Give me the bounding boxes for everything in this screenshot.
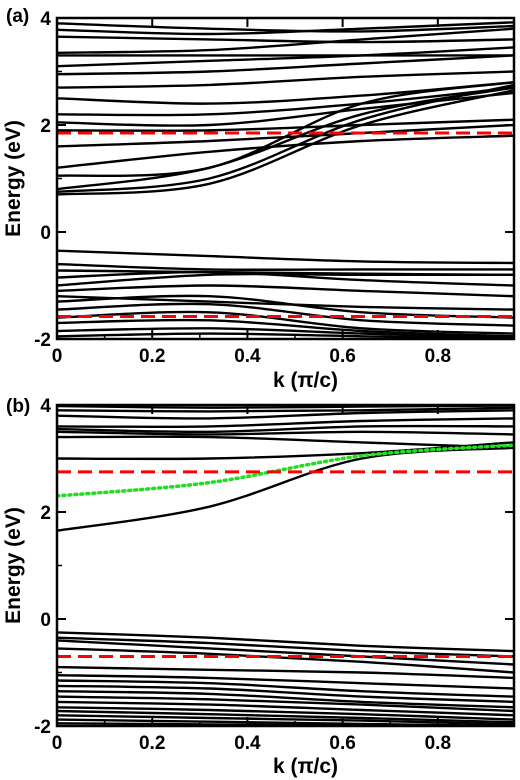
band-line-24 <box>57 284 514 298</box>
band-line-20 <box>57 262 514 271</box>
x-tick-label: 0.4 <box>234 733 261 754</box>
highlight-band-line <box>57 443 514 498</box>
band-line-3 <box>57 35 514 44</box>
panel-label: (b) <box>6 396 30 417</box>
x-tick-label: 0.6 <box>329 346 355 367</box>
x-tick-label: 0 <box>52 733 63 754</box>
y-tick-label: -2 <box>34 717 51 738</box>
x-tick-label: 0.8 <box>425 733 451 754</box>
band-line-23 <box>57 272 514 287</box>
band-line-7 <box>57 54 514 76</box>
plot-area <box>57 21 514 339</box>
band-line-21 <box>57 706 514 721</box>
band-line-17 <box>57 86 514 191</box>
band-line-18 <box>57 690 514 709</box>
band-line-10 <box>57 631 514 653</box>
band-line-13 <box>57 647 514 674</box>
y-tick-label: -2 <box>34 330 51 351</box>
plot-area <box>57 405 514 726</box>
band-line-1 <box>57 22 514 33</box>
y-tick-label: 2 <box>40 503 51 524</box>
band-line-19 <box>57 695 514 713</box>
band-line-9 <box>57 446 514 532</box>
band-line-8 <box>57 70 514 89</box>
band-line-4 <box>57 27 514 54</box>
band-line-19 <box>57 249 514 265</box>
band-line-17 <box>57 684 514 704</box>
x-tick-label: 0.2 <box>139 733 165 754</box>
band-line-12 <box>57 118 514 132</box>
plot-frame <box>55 16 516 341</box>
band-line-11 <box>57 636 514 658</box>
plot-frame <box>55 403 516 728</box>
band-line-16 <box>57 679 514 698</box>
band-line-14 <box>57 134 514 169</box>
band-line-20 <box>57 700 514 717</box>
band-line-5 <box>57 424 514 434</box>
band-line-22 <box>57 709 514 724</box>
x-axis-label: k (π/c) <box>273 369 338 392</box>
band-line-23 <box>57 714 514 726</box>
band-line-11 <box>57 91 514 127</box>
band-line-2 <box>57 21 514 36</box>
y-tick-label: 2 <box>40 116 51 137</box>
x-tick-label: 0.4 <box>234 346 261 367</box>
band-line-28 <box>57 310 514 335</box>
band-line-3 <box>57 409 514 420</box>
band-line-15 <box>57 674 514 690</box>
x-axis-label: k (π/c) <box>273 755 338 778</box>
x-tick-label: 0.6 <box>329 733 355 754</box>
band-line-6 <box>57 46 514 68</box>
x-tick-label: 0.8 <box>425 346 451 367</box>
y-tick-label: 0 <box>40 223 51 244</box>
band-line-2 <box>57 406 514 413</box>
x-tick-label: 0.2 <box>139 346 165 367</box>
band-line-18 <box>57 89 514 196</box>
y-axis-label: Energy (eV) <box>2 120 25 237</box>
panel-label: (a) <box>6 6 29 27</box>
band-line-27 <box>57 302 514 327</box>
band-line-15 <box>57 81 514 178</box>
band-line-30 <box>57 327 514 339</box>
band-line-14 <box>57 665 514 680</box>
y-axis-label: Energy (eV) <box>2 507 25 624</box>
band-line-12 <box>57 639 514 666</box>
band-line-7 <box>57 435 514 449</box>
band-line-29 <box>57 318 514 338</box>
y-tick-label: 4 <box>40 9 51 30</box>
y-tick-label: 4 <box>40 396 51 417</box>
band-line-6 <box>57 430 514 436</box>
x-tick-label: 0 <box>52 346 63 367</box>
band-line-22 <box>57 270 514 287</box>
band-line-10 <box>57 86 514 117</box>
band-line-8 <box>57 441 514 461</box>
band-line-4 <box>57 417 514 428</box>
y-tick-label: 0 <box>40 610 51 631</box>
